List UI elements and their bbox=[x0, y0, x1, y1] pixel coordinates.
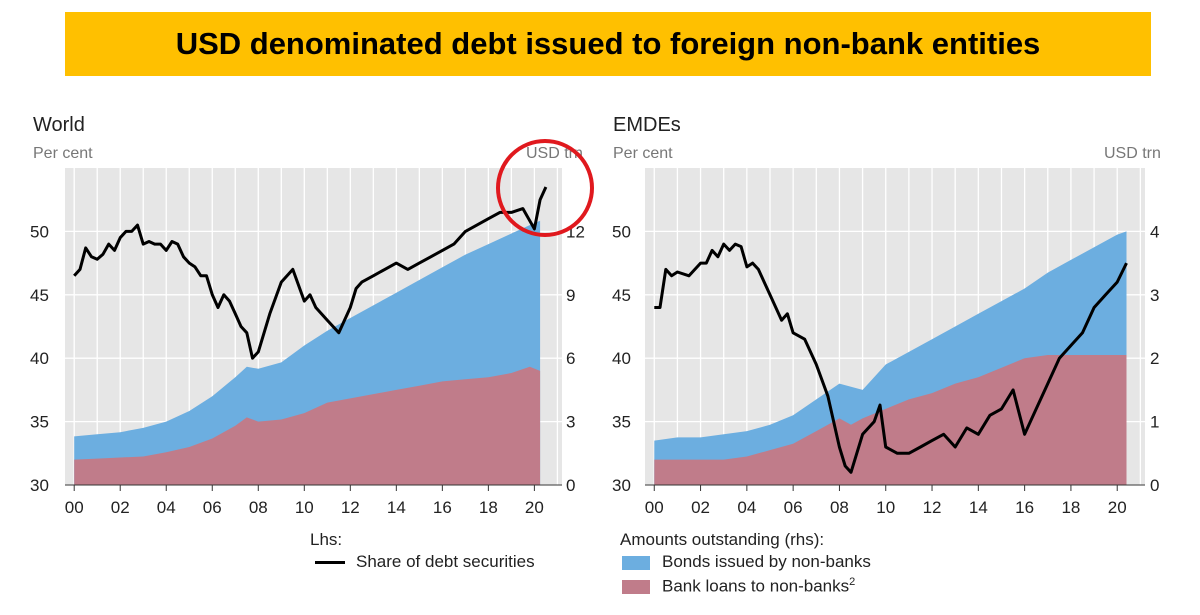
legend-loans-label: Bank loans to non-banks2 bbox=[662, 576, 855, 597]
world-ytick-right: 9 bbox=[566, 286, 575, 305]
world-xtick-label: 00 bbox=[65, 498, 84, 517]
world-highlight-circle bbox=[496, 139, 594, 237]
world-xtick-label: 12 bbox=[341, 498, 360, 517]
world-ytick-right: 0 bbox=[566, 476, 575, 495]
world-xtick-label: 14 bbox=[387, 498, 406, 517]
world-ytick-left: 45 bbox=[30, 286, 49, 305]
world-xtick-label: 04 bbox=[157, 498, 176, 517]
emdes-ytick-left: 50 bbox=[612, 222, 631, 241]
world-xtick-label: 18 bbox=[479, 498, 498, 517]
emdes-xtick-label: 02 bbox=[691, 498, 710, 517]
legend-bonds-swatch bbox=[622, 556, 650, 570]
world-ytick-left: 50 bbox=[30, 222, 49, 241]
world-share-line bbox=[73, 186, 548, 360]
emdes-xtick-label: 08 bbox=[830, 498, 849, 517]
emdes-loans-area bbox=[654, 355, 1127, 485]
legend-lhs-header: Lhs: bbox=[310, 530, 343, 549]
emdes-xtick-label: 10 bbox=[876, 498, 895, 517]
world-lhs-unit: Per cent bbox=[33, 145, 93, 162]
legend-loans-superscript: 2 bbox=[849, 576, 856, 588]
legend-loans-text: Bank loans to non-banks bbox=[662, 576, 850, 596]
legend-bonds-label: Bonds issued by non-banks bbox=[662, 552, 871, 571]
emdes-xtick-label: 04 bbox=[737, 498, 756, 517]
emdes-ytick-left: 35 bbox=[612, 413, 631, 432]
emdes-panel-title: EMDEs bbox=[613, 114, 681, 136]
world-ytick-left: 40 bbox=[30, 349, 49, 368]
emdes-xtick-label: 16 bbox=[1015, 498, 1034, 517]
world-xtick-label: 10 bbox=[295, 498, 314, 517]
world-xtick-label: 20 bbox=[525, 498, 544, 517]
world-ytick-right: 6 bbox=[566, 349, 575, 368]
world-loans-area bbox=[74, 366, 541, 485]
emdes-ytick-right: 1 bbox=[1150, 413, 1159, 432]
emdes-ytick-left: 45 bbox=[612, 286, 631, 305]
emdes-ytick-right: 2 bbox=[1150, 349, 1159, 368]
emdes-xtick-label: 14 bbox=[969, 498, 988, 517]
emdes-ytick-right: 4 bbox=[1150, 222, 1159, 241]
emdes-xtick-label: 20 bbox=[1108, 498, 1127, 517]
world-xtick-label: 02 bbox=[111, 498, 130, 517]
world-xtick-label: 06 bbox=[203, 498, 222, 517]
emdes-ytick-right: 0 bbox=[1150, 476, 1159, 495]
world-ytick-left: 30 bbox=[30, 476, 49, 495]
emdes-xtick-label: 06 bbox=[784, 498, 803, 517]
legend-rhs-header: Amounts outstanding (rhs): bbox=[620, 530, 825, 549]
emdes-ytick-left: 30 bbox=[612, 476, 631, 495]
world-ytick-left: 35 bbox=[30, 413, 49, 432]
emdes-lhs-unit: Per cent bbox=[613, 145, 673, 162]
emdes-share-line bbox=[654, 242, 1128, 474]
legend-line-swatch bbox=[315, 561, 345, 564]
emdes-xtick-label: 18 bbox=[1061, 498, 1080, 517]
world-ytick-right: 3 bbox=[566, 413, 575, 432]
title-banner: USD denominated debt issued to foreign n… bbox=[65, 12, 1151, 76]
world-xtick-label: 16 bbox=[433, 498, 452, 517]
emdes-xtick-label: 12 bbox=[923, 498, 942, 517]
world-panel-title: World bbox=[33, 114, 85, 136]
legend-line-label: Share of debt securities bbox=[356, 552, 535, 571]
legend-loans-swatch bbox=[622, 580, 650, 594]
world-xtick-label: 08 bbox=[249, 498, 268, 517]
banner-title: USD denominated debt issued to foreign n… bbox=[175, 26, 1041, 61]
emdes-xtick-label: 00 bbox=[645, 498, 664, 517]
emdes-ytick-left: 40 bbox=[612, 349, 631, 368]
emdes-ytick-right: 3 bbox=[1150, 286, 1159, 305]
emdes-rhs-unit: USD trn bbox=[1104, 145, 1161, 162]
